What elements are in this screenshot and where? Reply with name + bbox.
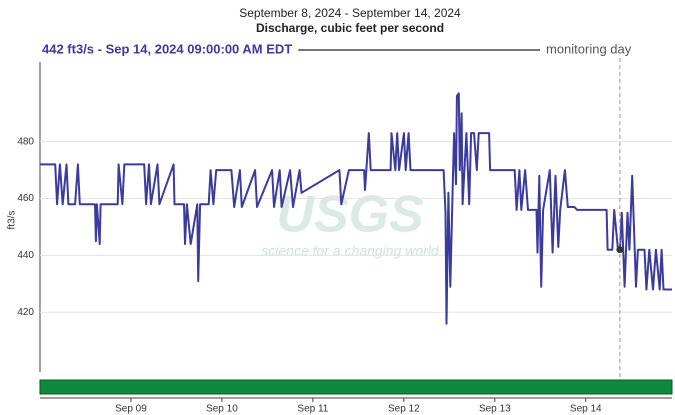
watermark-tagline: science for a changing world [261,243,440,259]
x-tick-label: Sep 12 [388,404,420,415]
x-tick-label: Sep 10 [206,404,238,415]
discharge-line [40,92,672,325]
y-tick-label: 460 [17,193,34,204]
y-axis-label: ft3/s [7,211,18,230]
chart-title: September 8, 2024 - September 14, 2024 [239,6,461,20]
current-value-header: 442 ft3/s - Sep 14, 2024 09:00:00 AM EDT [42,41,292,56]
current-point [616,246,624,254]
x-tick-label: Sep 09 [115,404,147,415]
approval-bar [39,379,673,395]
x-tick-label: Sep 14 [570,404,602,415]
x-tick-label: Sep 11 [297,404,328,415]
chart-subtitle: Discharge, cubic feet per second [256,21,444,35]
x-tick-label: Sep 13 [479,404,511,415]
y-tick-label: 440 [17,250,34,261]
y-tick-label: 420 [17,307,34,318]
watermark-logo: USGS [276,186,424,244]
y-tick-label: 480 [17,136,34,147]
monitoring-day-label: monitoring day [546,41,632,56]
